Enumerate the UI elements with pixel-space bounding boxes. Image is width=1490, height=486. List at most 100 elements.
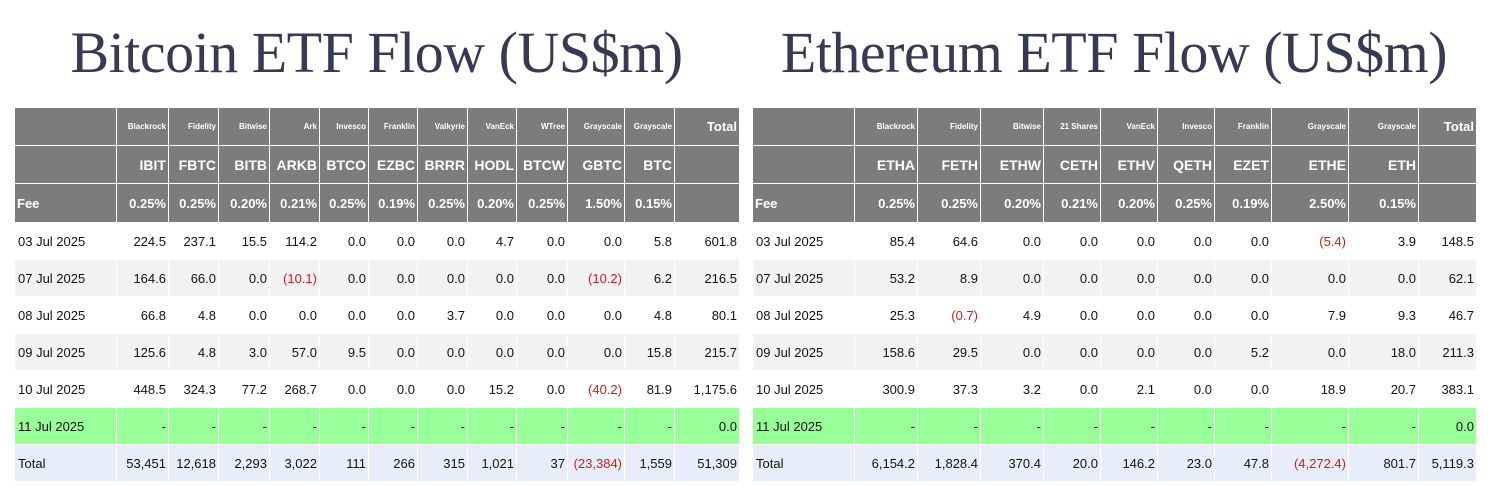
- ticker-header: FBTC: [168, 145, 219, 184]
- flow-cell: -: [917, 407, 981, 445]
- flow-cell: 0.0: [319, 222, 369, 260]
- total-column-header: Total: [1418, 107, 1477, 146]
- flow-cell: 0.0: [1100, 259, 1158, 297]
- totals-cell: 370.4: [980, 444, 1044, 482]
- fee-cell: 0.15%: [624, 183, 675, 223]
- totals-cell: 111: [319, 444, 369, 482]
- issuer-header: Invesco: [1157, 107, 1215, 146]
- flow-cell: 324.3: [168, 370, 219, 408]
- row-total-cell: 383.1: [1418, 370, 1477, 408]
- flow-cell: 237.1: [168, 222, 219, 260]
- flow-cell: 300.9: [854, 370, 918, 408]
- flow-cell: 0.0: [1271, 333, 1349, 371]
- issuer-header: Grayscale: [1271, 107, 1349, 146]
- row-total-cell: 601.8: [674, 222, 740, 260]
- table-row: 10 Jul 2025 300.9 37.3 3.2 0.0 2.1 0.0 0.0 18.9 2…: [752, 370, 1477, 408]
- totals-cell: 146.2: [1100, 444, 1158, 482]
- flow-cell: 3.0: [218, 333, 270, 371]
- flow-cell: 0.0: [1100, 333, 1158, 371]
- totals-row: Total 6,154.2 1,828.4 370.4 20.0 146.2 23.0 47.…: [752, 444, 1477, 482]
- flow-cell: (10.1): [269, 259, 320, 297]
- flow-cell: 0.0: [368, 333, 418, 371]
- flow-cell: -: [1271, 407, 1349, 445]
- flow-cell: 25.3: [854, 296, 918, 334]
- totals-cell: 1,828.4: [917, 444, 981, 482]
- ticker-header: ETH: [1348, 145, 1419, 184]
- flow-cell: 57.0: [269, 333, 320, 371]
- flow-cell: -: [218, 407, 270, 445]
- fee-cell: 0.25%: [854, 183, 918, 223]
- issuer-header: Fidelity: [917, 107, 981, 146]
- flow-cell: 0.0: [218, 259, 270, 297]
- header-blank: [1418, 145, 1477, 184]
- flow-cell: 0.0: [1348, 259, 1419, 297]
- btc-title: Bitcoin ETF Flow (US$m): [70, 20, 683, 85]
- date-cell: 10 Jul 2025: [14, 370, 117, 408]
- flow-cell: 0.0: [319, 296, 369, 334]
- date-cell: 10 Jul 2025: [752, 370, 855, 408]
- totals-label: Total: [14, 444, 117, 482]
- flow-cell: 53.2: [854, 259, 918, 297]
- flow-cell: 0.0: [1043, 370, 1101, 408]
- table-row: 09 Jul 2025 158.6 29.5 0.0 0.0 0.0 0.0 5.2 0.0 18…: [752, 333, 1477, 371]
- flow-cell: -: [1157, 407, 1215, 445]
- issuer-header: Grayscale: [624, 107, 675, 146]
- table-row: 11 Jul 2025- - - - - - - - -0.0: [752, 407, 1477, 445]
- ticker-header: BTC: [624, 145, 675, 184]
- flow-cell: 0.0: [1100, 296, 1158, 334]
- flow-cell: (40.2): [567, 370, 625, 408]
- flow-cell: 6.2: [624, 259, 675, 297]
- eth-flow-table: Blackrock Fidelity Bitwise 21 Shares VanEck I…: [752, 107, 1477, 482]
- row-total-cell: 80.1: [674, 296, 740, 334]
- flow-cell: 0.0: [516, 370, 568, 408]
- totals-cell: 2,293: [218, 444, 270, 482]
- flow-cell: 85.4: [854, 222, 918, 260]
- flow-cell: 0.0: [218, 296, 270, 334]
- flow-cell: 37.3: [917, 370, 981, 408]
- date-cell: 08 Jul 2025: [14, 296, 117, 334]
- flow-cell: 448.5: [116, 370, 169, 408]
- flow-cell: 0.0: [1043, 222, 1101, 260]
- ticker-header: ETHV: [1100, 145, 1158, 184]
- fee-cell: 0.20%: [218, 183, 270, 223]
- flow-cell: -: [1348, 407, 1419, 445]
- ticker-header: BRRR: [417, 145, 468, 184]
- flow-cell: 125.6: [116, 333, 169, 371]
- row-total-cell: 0.0: [1418, 407, 1477, 445]
- issuer-header: VanEck: [467, 107, 517, 146]
- flow-cell: 0.0: [467, 259, 517, 297]
- table-row: 10 Jul 2025 448.5 324.3 77.2 268.7 0.0 0.0 0.0 1…: [14, 370, 740, 408]
- ticker-header: QETH: [1157, 145, 1215, 184]
- flow-cell: 0.0: [980, 333, 1044, 371]
- flow-cell: 66.0: [168, 259, 219, 297]
- header-blank: [674, 183, 740, 223]
- totals-cell: 6,154.2: [854, 444, 918, 482]
- flow-cell: 0.0: [1043, 296, 1101, 334]
- flow-cell: -: [168, 407, 219, 445]
- flow-cell: 0.0: [417, 370, 468, 408]
- btc-panel: Bitcoin ETF Flow (US$m) Blackrock Fidelit…: [14, 0, 740, 482]
- totals-cell: 266: [368, 444, 418, 482]
- totals-cell: 801.7: [1348, 444, 1419, 482]
- ticker-header: BTCO: [319, 145, 369, 184]
- eth-panel: Ethereum ETF Flow (US$m) Blackrock Fideli…: [752, 0, 1477, 482]
- flow-cell: 0.0: [1157, 222, 1215, 260]
- ticker-header: GBTC: [567, 145, 625, 184]
- flow-cell: 3.2: [980, 370, 1044, 408]
- row-total-cell: 1,175.6: [674, 370, 740, 408]
- header-blank: [674, 145, 740, 184]
- flow-cell: 0.0: [1214, 222, 1272, 260]
- flow-cell: 0.0: [516, 259, 568, 297]
- totals-row: Total 53,451 12,618 2,293 3,022 111 266 315 1,02…: [14, 444, 740, 482]
- btc-flow-table: Blackrock Fidelity Bitwise Ark Invesco Frankl…: [14, 107, 740, 482]
- flow-cell: 15.5: [218, 222, 270, 260]
- table-row: 03 Jul 2025 85.4 64.6 0.0 0.0 0.0 0.0 0.0 (5.4) 3…: [752, 222, 1477, 260]
- eth-title: Ethereum ETF Flow (US$m): [780, 20, 1448, 85]
- flow-cell: 77.2: [218, 370, 270, 408]
- totals-cell: 12,618: [168, 444, 219, 482]
- flow-cell: 0.0: [417, 259, 468, 297]
- row-total-cell: 215.7: [674, 333, 740, 371]
- flow-cell: (5.4): [1271, 222, 1349, 260]
- flow-cell: (0.7): [917, 296, 981, 334]
- flow-cell: 15.2: [467, 370, 517, 408]
